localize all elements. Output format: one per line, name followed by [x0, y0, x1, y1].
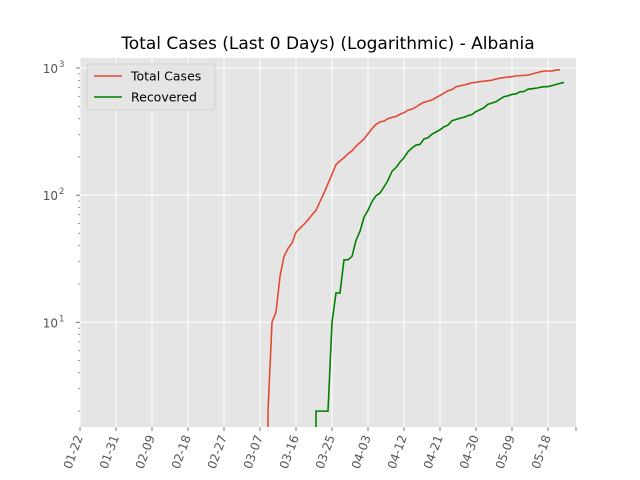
y-tick-base: 10	[43, 316, 58, 330]
x-tick-label: 04-03	[349, 433, 374, 471]
y-tick-label: 10	[43, 189, 58, 203]
plot-area	[80, 58, 576, 427]
x-tick-label: 04-12	[385, 433, 410, 471]
x-axis: 01-22 01-31 02-09 02-18 02-27 03-07 03-16 03-25…	[61, 427, 577, 471]
y-tick-exponent: 3	[59, 60, 64, 70]
x-tick-label: 03-16	[277, 433, 302, 471]
x-tick-label: 02-18	[169, 433, 194, 471]
y-tick-exponent: 2	[59, 187, 64, 197]
x-tick-label: 05-09	[493, 433, 518, 471]
y-tick-label: 10	[43, 316, 58, 330]
x-tick-label: 01-22	[61, 433, 86, 471]
series-lines	[267, 69, 565, 427]
legend-label-recovered: Recovered	[131, 90, 197, 105]
series-line-recovered	[315, 81, 565, 427]
series-line-total-cases	[267, 69, 561, 427]
x-tick-label: 03-25	[313, 433, 338, 471]
x-tick-label: 04-30	[457, 433, 482, 471]
x-tick-label: 02-27	[205, 433, 230, 471]
y-tick-base: 10	[43, 189, 58, 203]
y-tick-exponent: 1	[59, 314, 64, 324]
x-tick-label: 03-07	[241, 433, 266, 471]
y-tick-label: 10	[43, 62, 58, 76]
chart-title: Total Cases (Last 0 Days) (Logarithmic) …	[120, 34, 534, 54]
y-tick-base: 10	[43, 62, 58, 76]
legend: Total Cases Recovered	[86, 63, 216, 111]
x-tick-label: 05-18	[529, 433, 554, 471]
grid	[79, 58, 576, 427]
x-tick-label: 04-21	[421, 433, 446, 471]
x-tick-label: 02-09	[133, 433, 158, 471]
x-tick-label: 01-31	[97, 433, 122, 471]
legend-label-total-cases: Total Cases	[130, 69, 201, 84]
